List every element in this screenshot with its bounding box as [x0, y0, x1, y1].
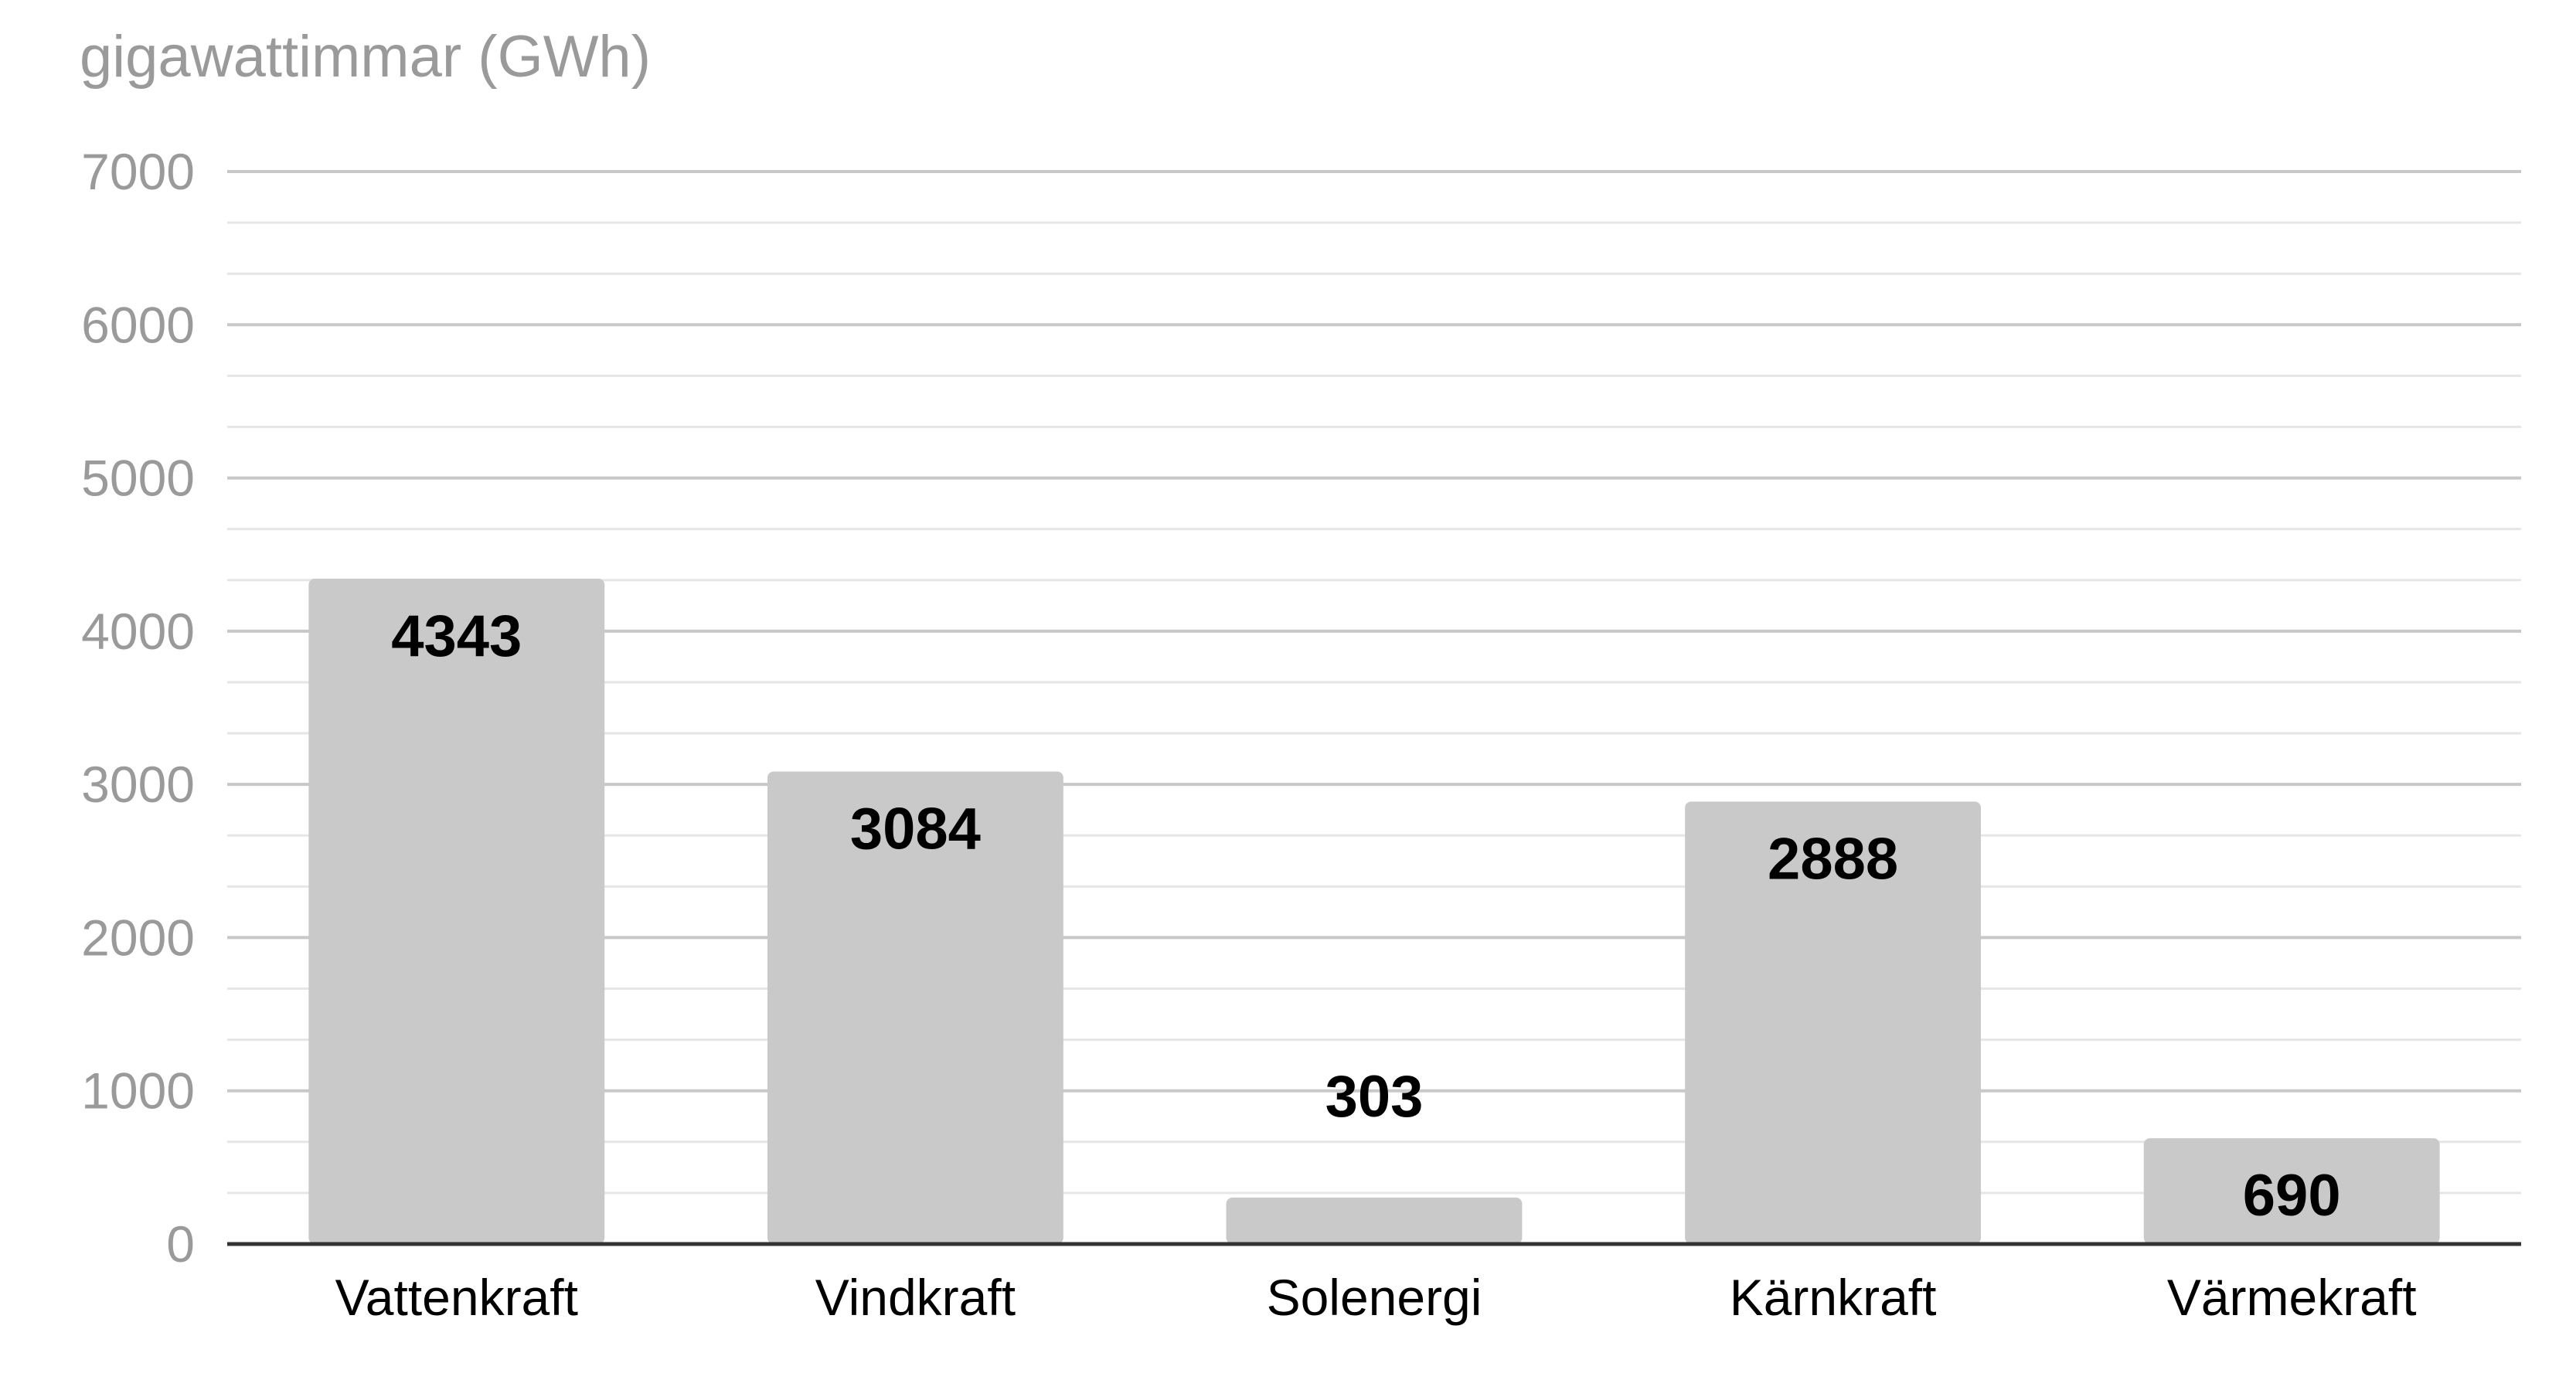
x-tick-label: Solenergi [1267, 1269, 1482, 1326]
y-tick-label: 0 [166, 1215, 195, 1273]
x-tick-label: Värmekraft [2167, 1269, 2417, 1326]
bar-solenergi [1226, 1197, 1523, 1244]
y-tick-label: 5000 [81, 450, 195, 507]
x-tick-label: Vattenkraft [335, 1269, 578, 1326]
bar-vattenkraft [308, 578, 605, 1244]
x-tick-label: Kärnkraft [1730, 1269, 1937, 1326]
y-tick-label: 3000 [81, 756, 195, 813]
data-label: 3084 [850, 796, 981, 862]
bars-layer [308, 578, 2440, 1244]
bar-kärnkraft [1685, 801, 1982, 1244]
data-label: 690 [2243, 1163, 2341, 1229]
bar-vindkraft [767, 771, 1063, 1244]
data-label: 303 [1325, 1064, 1424, 1130]
labels-layer: 4343 3084 303 2888 690 [391, 603, 2340, 1229]
y-tick-label: 4000 [81, 603, 195, 660]
data-label: 4343 [391, 603, 522, 669]
y-tick-label: 6000 [81, 296, 195, 353]
x-axis-ticks: Vattenkraft Vindkraft Solenergi Kärnkraft Vä… [335, 1269, 2417, 1326]
y-tick-label: 7000 [81, 143, 195, 200]
grid-layer [227, 170, 2521, 1195]
y-tick-label: 1000 [81, 1062, 195, 1120]
y-tick-label: 2000 [81, 909, 195, 966]
data-label: 2888 [1768, 826, 1898, 892]
y-axis-ticks: 0 1000 2000 3000 4000 5000 6000 7000 [81, 143, 195, 1273]
bar-värmekraft [2143, 1138, 2440, 1244]
x-tick-label: Vindkraft [815, 1269, 1016, 1326]
unit-label: gigawattimmar (GWh) [80, 24, 651, 90]
